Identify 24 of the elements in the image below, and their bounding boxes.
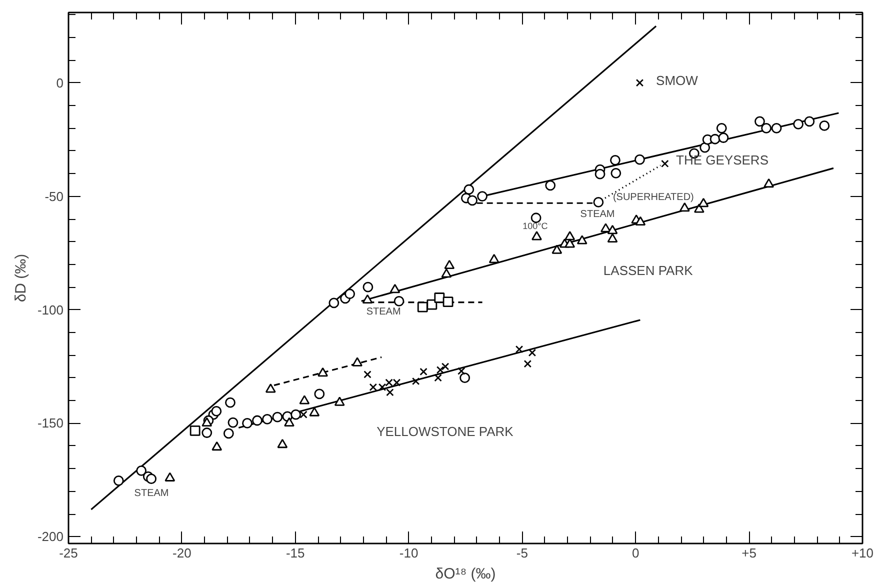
annotation: THE GEYSERS (676, 152, 769, 168)
annotation: YELLOWSTONE PARK (376, 424, 514, 439)
x-tick-label: -5 (516, 546, 528, 560)
y-tick-label: -50 (44, 188, 64, 204)
annotation: STEAM (580, 208, 615, 220)
annotation: (SUPERHEATED) (612, 192, 694, 203)
x-tick-label: -20 (172, 546, 192, 560)
x-axis-title: δO¹⁸ (‰) (435, 566, 496, 582)
x-tick-label: -15 (286, 546, 305, 560)
annotation: 100°C (522, 220, 548, 231)
annotation: LASSEN PARK (603, 263, 694, 278)
y-axis-title: δD (‰) (12, 254, 30, 302)
x-tick-label: -25 (59, 546, 78, 560)
annotation: SMOW (656, 73, 699, 88)
x-tick-label: +5 (742, 546, 756, 560)
annotation: STEAM (134, 488, 169, 500)
y-tick-label: -100 (37, 302, 64, 318)
y-tick-label: 0 (56, 75, 64, 90)
y-tick-label: -200 (37, 529, 64, 544)
x-tick-label: 0 (632, 546, 640, 560)
x-tick-label: -10 (399, 546, 418, 560)
y-tick-label: -150 (37, 416, 64, 431)
annotation: STEAM (366, 306, 401, 318)
x-tick-label: +10 (851, 546, 874, 560)
